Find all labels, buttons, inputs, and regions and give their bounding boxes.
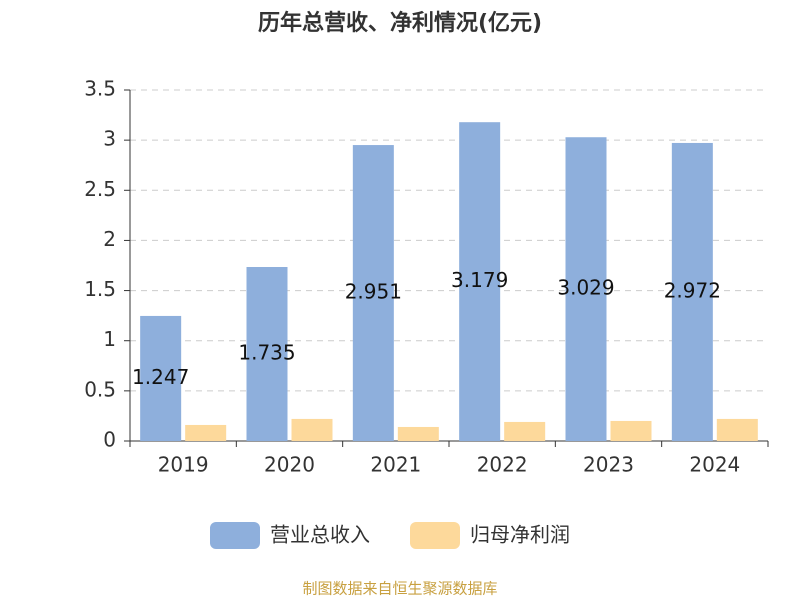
bar bbox=[246, 267, 288, 441]
bar bbox=[397, 426, 439, 441]
bar bbox=[565, 137, 607, 442]
bar bbox=[140, 315, 182, 441]
legend-swatch bbox=[210, 522, 260, 549]
x-tick-label: 2023 bbox=[583, 453, 634, 477]
data-label: 3.179 bbox=[451, 268, 508, 292]
y-tick-label: 1 bbox=[103, 327, 116, 351]
bar bbox=[671, 142, 713, 441]
legend-label: 营业总收入 bbox=[270, 523, 370, 547]
x-tick-label: 2022 bbox=[477, 453, 528, 477]
bar bbox=[716, 418, 758, 441]
y-tick-label: 3.5 bbox=[84, 77, 116, 101]
data-label: 1.735 bbox=[238, 341, 295, 365]
y-tick-label: 0.5 bbox=[84, 377, 116, 401]
x-tick-label: 2024 bbox=[689, 453, 740, 477]
data-label: 2.972 bbox=[664, 278, 721, 302]
bar bbox=[352, 145, 394, 441]
y-tick-label: 0 bbox=[103, 428, 116, 452]
data-label: 1.247 bbox=[132, 365, 189, 389]
legend-label: 归母净利润 bbox=[470, 523, 570, 547]
y-tick-label: 3 bbox=[103, 127, 116, 151]
x-tick-label: 2019 bbox=[158, 453, 209, 477]
legend-swatch bbox=[410, 522, 460, 549]
chart-title: 历年总营收、净利情况(亿元) bbox=[258, 10, 542, 36]
x-tick-label: 2020 bbox=[264, 453, 315, 477]
data-label: 2.951 bbox=[345, 280, 402, 304]
bar bbox=[610, 420, 652, 441]
bar bbox=[504, 421, 546, 441]
y-tick-label: 2 bbox=[103, 227, 116, 251]
bar bbox=[291, 418, 333, 441]
y-tick-label: 1.5 bbox=[84, 277, 116, 301]
y-tick-label: 2.5 bbox=[84, 177, 116, 201]
bar bbox=[459, 122, 501, 441]
bar bbox=[185, 424, 227, 441]
data-label: 3.029 bbox=[557, 276, 614, 300]
source-note: 制图数据来自恒生聚源数据库 bbox=[302, 580, 497, 598]
x-tick-label: 2021 bbox=[370, 453, 421, 477]
